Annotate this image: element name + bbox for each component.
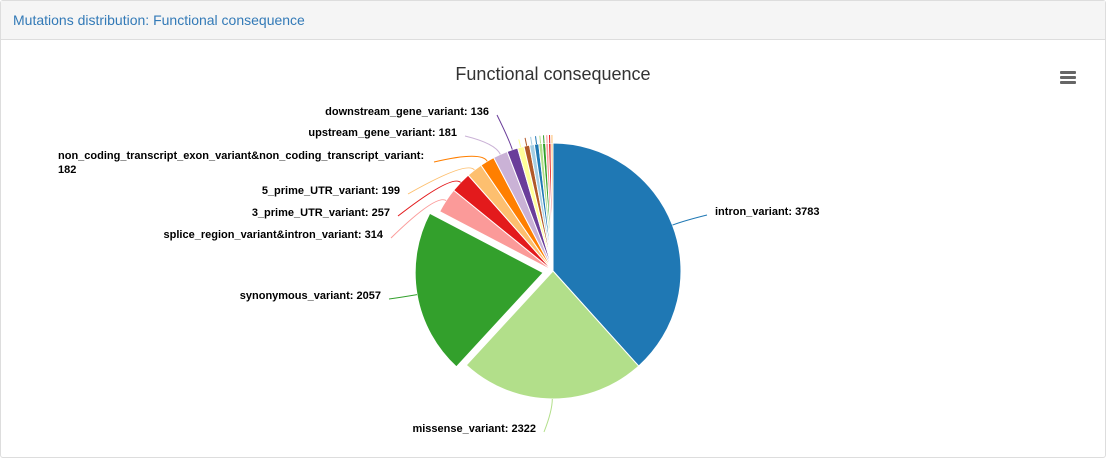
connector-non-coding-transcript-exon-variant-non-coding-transcript-variant bbox=[433, 155, 488, 163]
chart-container: Functional consequence intron_variant: 3… bbox=[1, 41, 1105, 455]
connector-minor-10 bbox=[524, 137, 528, 146]
pie-slices bbox=[414, 142, 682, 400]
chart-context-menu-button[interactable] bbox=[1055, 65, 1079, 87]
connector-minor-11 bbox=[530, 136, 533, 145]
connector-minor-9 bbox=[518, 139, 522, 148]
connector-upstream-gene-variant bbox=[464, 135, 501, 155]
data-label-splice-region-variant-intron-variant: splice_region_variant&intron_variant: 31… bbox=[164, 229, 384, 241]
connector-intron-variant bbox=[672, 214, 708, 226]
data-label-non-coding-transcript-exon-variant-non-coding-transcript-variant: non_coding_transcript_exon_variant&non_c… bbox=[58, 150, 424, 176]
data-label-upstream-gene-variant: upstream_gene_variant: 181 bbox=[308, 127, 457, 139]
connector-minor-14 bbox=[542, 135, 545, 144]
data-label-missense-variant: missense_variant: 2322 bbox=[412, 423, 536, 435]
pie-slice-missense-variant[interactable] bbox=[465, 270, 640, 400]
connector-synonymous-variant bbox=[388, 294, 418, 300]
pie-chart: Functional consequence intron_variant: 3… bbox=[58, 64, 1079, 435]
connector-splice-region-variant-intron-variant bbox=[390, 199, 447, 239]
hamburger-menu-icon bbox=[1060, 71, 1076, 84]
pie-slice-intron-variant[interactable] bbox=[552, 142, 682, 367]
data-label-downstream-gene-variant: downstream_gene_variant: 136 bbox=[325, 106, 489, 118]
chart-title: Functional consequence bbox=[455, 64, 650, 84]
connector-3-prime-utr-variant bbox=[397, 180, 461, 217]
connector-minor-13 bbox=[539, 135, 542, 144]
data-label-synonymous-variant: synonymous_variant: 2057 bbox=[240, 290, 381, 302]
pie-slice-synonymous-variant[interactable] bbox=[414, 212, 544, 368]
connector-5-prime-utr-variant bbox=[407, 167, 475, 195]
data-labels: intron_variant: 3783 missense_variant: 23… bbox=[58, 106, 820, 435]
data-label-5-prime-utr-variant: 5_prime_UTR_variant: 199 bbox=[262, 185, 400, 197]
label-connectors bbox=[388, 114, 708, 433]
connector-missense-variant bbox=[543, 398, 553, 433]
connector-downstream-gene-variant bbox=[496, 114, 513, 150]
data-label-3-prime-utr-variant: 3_prime_UTR_variant: 257 bbox=[252, 207, 390, 219]
panel-heading: Mutations distribution: Functional conse… bbox=[1, 1, 1105, 40]
connector-minor-12 bbox=[535, 136, 538, 145]
data-label-intron-variant: intron_variant: 3783 bbox=[715, 206, 820, 218]
